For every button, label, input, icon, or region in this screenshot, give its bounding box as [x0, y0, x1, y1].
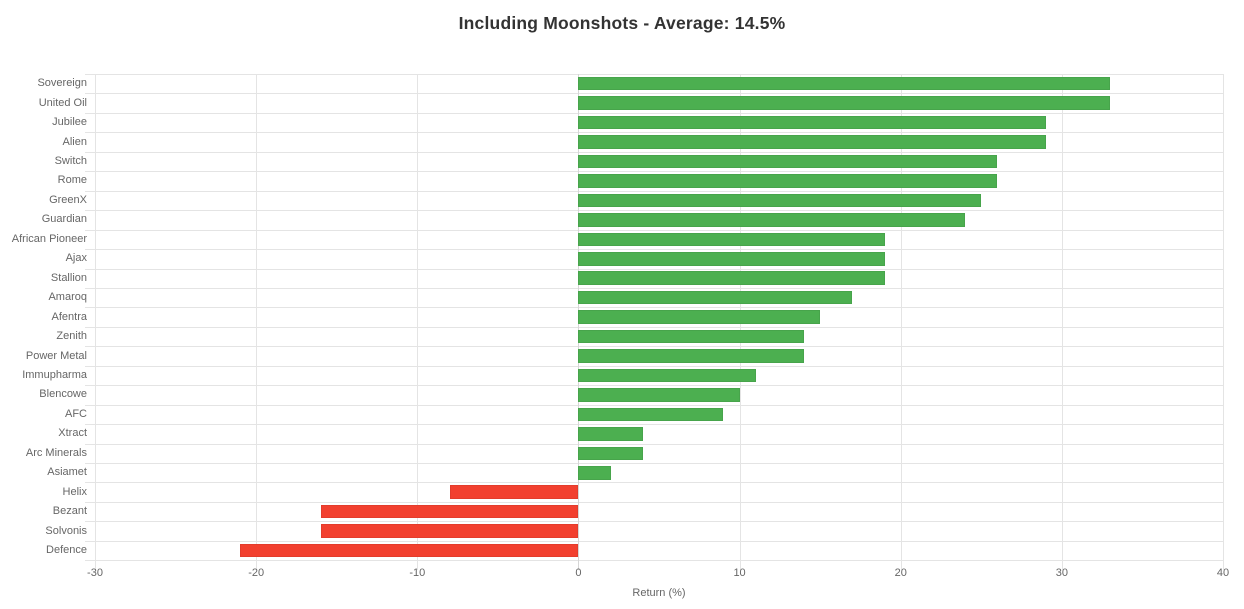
- y-axis-label: Afentra: [51, 310, 87, 323]
- y-axis-label: Helix: [62, 485, 87, 498]
- bar-negative: [320, 524, 579, 538]
- gridline-vertical: [417, 74, 419, 571]
- gridline-horizontal: [85, 521, 1223, 523]
- bar-positive: [578, 446, 643, 461]
- gridline-horizontal: [85, 560, 1223, 562]
- x-axis-title: Return (%): [632, 587, 686, 599]
- bar-positive: [578, 368, 756, 383]
- y-axis-label: Guardian: [41, 213, 87, 226]
- y-axis-label: Stallion: [50, 271, 87, 284]
- x-axis-tick-label: -20: [248, 567, 265, 580]
- y-axis-label: United Oil: [38, 96, 87, 109]
- x-axis-tick-label: 40: [1216, 567, 1230, 580]
- bar-positive: [578, 96, 1111, 110]
- y-axis-label: Blencowe: [39, 388, 87, 401]
- y-axis-label: Zenith: [56, 330, 87, 343]
- y-axis-label: Amaroq: [48, 291, 87, 304]
- bar-positive: [578, 329, 805, 344]
- x-axis-tick-label: 10: [733, 567, 746, 580]
- gridline-horizontal: [85, 229, 1223, 231]
- x-axis-tick-label: -10: [409, 567, 426, 580]
- gridline-horizontal: [85, 326, 1223, 328]
- gridline-vertical: [900, 74, 902, 571]
- bar-positive: [578, 310, 821, 324]
- y-axis-label: Asiamet: [47, 466, 87, 479]
- bar-negative: [320, 504, 579, 519]
- y-axis-label: Immupharma: [22, 369, 87, 381]
- bar-positive: [578, 115, 1046, 130]
- gridline-vertical: [1223, 74, 1224, 571]
- y-axis-label: Defence: [46, 544, 87, 557]
- y-axis-label: Arc Minerals: [25, 446, 87, 459]
- gridline-horizontal: [85, 307, 1223, 309]
- gridline-horizontal: [85, 287, 1223, 289]
- gridline-horizontal: [85, 404, 1223, 406]
- y-axis-label: Ajax: [65, 252, 87, 265]
- gridline-horizontal: [85, 540, 1223, 542]
- gridline-vertical: [95, 74, 96, 571]
- bar-positive: [578, 252, 885, 266]
- x-axis-tick-label: 30: [1055, 567, 1068, 580]
- bar-positive: [578, 271, 885, 285]
- bar-positive: [578, 174, 998, 188]
- bar-negative: [240, 543, 579, 558]
- bar-negative: [449, 485, 579, 499]
- gridline-horizontal: [85, 424, 1223, 426]
- bar-positive: [578, 232, 885, 247]
- gridline-vertical: [256, 74, 258, 571]
- gridline-horizontal: [85, 249, 1223, 251]
- bar-positive: [578, 76, 1111, 91]
- y-axis-label: African Pioneer: [11, 232, 87, 245]
- gridline-horizontal: [85, 443, 1223, 445]
- y-axis-label: Xtract: [58, 427, 87, 440]
- gridline-vertical: [1061, 74, 1063, 571]
- gridline-horizontal: [85, 501, 1223, 503]
- gridline-horizontal: [85, 151, 1223, 153]
- y-axis-label: AFC: [65, 407, 87, 420]
- bar-positive: [578, 388, 740, 402]
- y-axis-label: Alien: [62, 135, 87, 148]
- gridline-horizontal: [85, 112, 1223, 114]
- bar-positive: [578, 213, 966, 227]
- gridline-horizontal: [85, 132, 1223, 134]
- gridline-horizontal: [85, 210, 1223, 212]
- gridline-horizontal: [85, 346, 1223, 348]
- y-axis-label: Bezant: [52, 505, 87, 518]
- bar-positive: [578, 154, 998, 169]
- gridline-horizontal: [85, 93, 1223, 95]
- y-axis-label: Jubilee: [52, 116, 87, 129]
- y-axis-label: Rome: [57, 174, 87, 187]
- gridline-horizontal: [85, 268, 1223, 270]
- gridline-horizontal: [85, 365, 1223, 367]
- x-axis-tick-label: 0: [575, 567, 582, 580]
- bar-positive: [578, 427, 643, 441]
- y-axis-label: Sovereign: [37, 77, 87, 90]
- x-axis-tick-label: -30: [87, 567, 103, 580]
- gridline-horizontal: [85, 463, 1223, 465]
- bar-positive: [578, 135, 1046, 149]
- y-axis-label: GreenX: [49, 193, 87, 206]
- bar-positive: [578, 290, 853, 305]
- y-axis-label: Solvonis: [45, 524, 87, 537]
- y-axis-label: Power Metal: [25, 349, 87, 362]
- bar-positive: [578, 349, 805, 363]
- bar-positive: [578, 466, 611, 480]
- gridline-horizontal: [85, 190, 1223, 192]
- x-axis-tick-label: 20: [894, 567, 907, 580]
- bar-positive: [578, 193, 982, 208]
- gridline-horizontal: [85, 171, 1223, 173]
- y-axis-label: Switch: [54, 155, 87, 168]
- chart-title: Including Moonshots - Average: 14.5%: [458, 13, 786, 33]
- gridline-horizontal: [85, 74, 1223, 75]
- gridline-horizontal: [85, 482, 1223, 484]
- gridline-horizontal: [85, 385, 1223, 387]
- bar-positive: [578, 407, 724, 422]
